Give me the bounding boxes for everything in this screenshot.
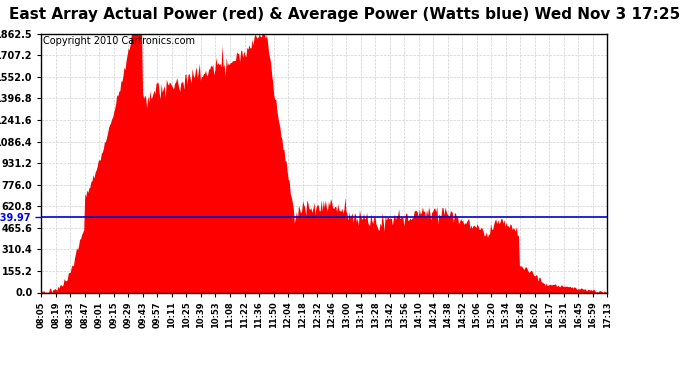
Text: East Array Actual Power (red) & Average Power (Watts blue) Wed Nov 3 17:25: East Array Actual Power (red) & Average … xyxy=(10,8,680,22)
Text: Copyright 2010 Cartronics.com: Copyright 2010 Cartronics.com xyxy=(43,36,195,46)
